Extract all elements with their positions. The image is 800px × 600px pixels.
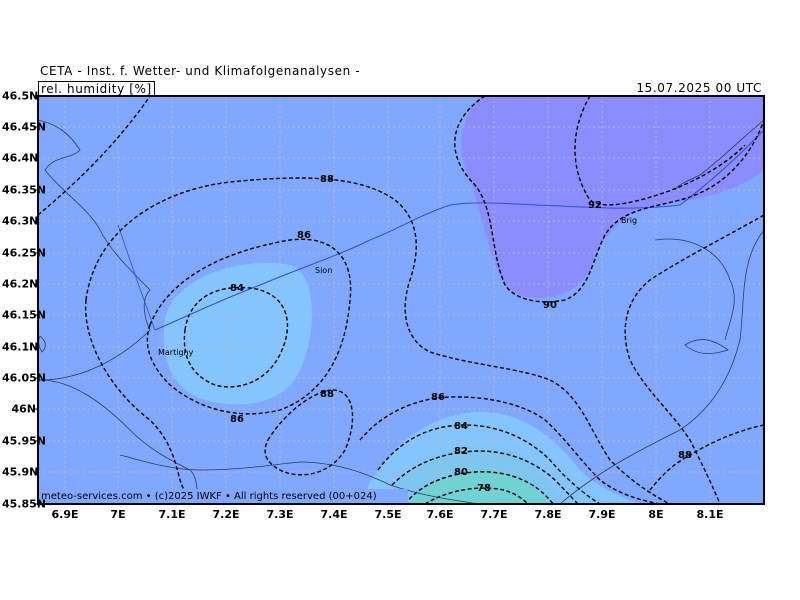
map-title: CETA - Inst. f. Wetter- und Klimafolgena… <box>40 64 361 78</box>
lat-label: 46.05N <box>2 371 46 385</box>
contour-label: 92 <box>588 200 602 211</box>
lon-label: 6.9E <box>51 508 79 521</box>
lon-label: 7.3E <box>266 508 294 521</box>
lon-label: 7.4E <box>320 508 348 521</box>
axis-ticks <box>34 95 38 505</box>
lat-lon-grid <box>38 96 764 504</box>
contour-label: 86 <box>431 392 445 403</box>
place-brig: Brig <box>621 216 637 225</box>
place-sion: Sion <box>315 266 332 275</box>
lon-label: 7.1E <box>158 508 186 521</box>
lat-label: 46.4N <box>2 151 39 165</box>
lon-label: 8.1E <box>696 508 724 521</box>
lat-label: 46N <box>11 402 36 416</box>
lon-label: 7.2E <box>212 508 240 521</box>
contour-label: 86 <box>230 414 244 425</box>
copyright-footer: meteo-services.com • (c)2025 IWKF • All … <box>41 491 377 502</box>
lat-label: 45.85N <box>2 497 46 511</box>
contour-label: 86 <box>297 230 311 241</box>
lon-label: 7E <box>110 508 126 521</box>
dranse-river <box>117 224 156 331</box>
contour-label: 88 <box>320 389 334 400</box>
parameter-label: rel. humidity [%] <box>38 81 155 96</box>
map-frame <box>37 95 765 505</box>
lat-label: 46.25N <box>2 246 46 260</box>
contour-label: 90 <box>543 300 557 311</box>
place-martigny: Martigny <box>158 348 194 357</box>
lat-label: 46.2N <box>2 277 39 291</box>
footer-strip <box>38 489 408 503</box>
lon-label: 7.6E <box>426 508 454 521</box>
lat-label: 46.15N <box>2 308 46 322</box>
contour-label: 82 <box>454 446 468 457</box>
lat-label: 46.35N <box>2 183 46 197</box>
valid-datetime: 15.07.2025 00 UTC <box>636 81 762 95</box>
borders <box>38 119 764 504</box>
contour-label: 78 <box>477 483 491 494</box>
contour-label: 80 <box>454 467 468 478</box>
humid-area-north <box>461 96 764 299</box>
lat-label: 45.9N <box>2 465 39 479</box>
contour-label: 88 <box>678 450 692 461</box>
lat-label: 46.45N <box>2 120 46 134</box>
lon-label: 7.9E <box>588 508 616 521</box>
lon-label: 8E <box>648 508 664 521</box>
lon-label: 7.5E <box>374 508 402 521</box>
lon-label: 7.7E <box>480 508 508 521</box>
contour-label: 88 <box>320 174 334 185</box>
lat-label: 46.3N <box>2 214 39 228</box>
contour-label: 84 <box>230 283 244 294</box>
lon-label: 7.8E <box>534 508 562 521</box>
lat-label: 46.5N <box>2 89 39 103</box>
lat-label: 46.1N <box>2 340 39 354</box>
rhone-river <box>154 129 764 331</box>
contour-label: 84 <box>454 421 468 432</box>
lat-label: 45.95N <box>2 434 46 448</box>
